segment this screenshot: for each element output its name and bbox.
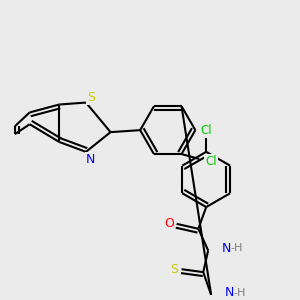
Text: Cl: Cl	[205, 155, 217, 169]
Text: -H: -H	[234, 288, 246, 298]
Text: N: N	[222, 242, 231, 255]
Text: N: N	[225, 286, 234, 299]
Text: -H: -H	[231, 244, 243, 254]
Text: Cl: Cl	[200, 124, 212, 137]
Text: S: S	[170, 263, 178, 276]
Text: N: N	[86, 153, 95, 166]
Text: S: S	[87, 91, 95, 104]
Text: O: O	[164, 217, 174, 230]
